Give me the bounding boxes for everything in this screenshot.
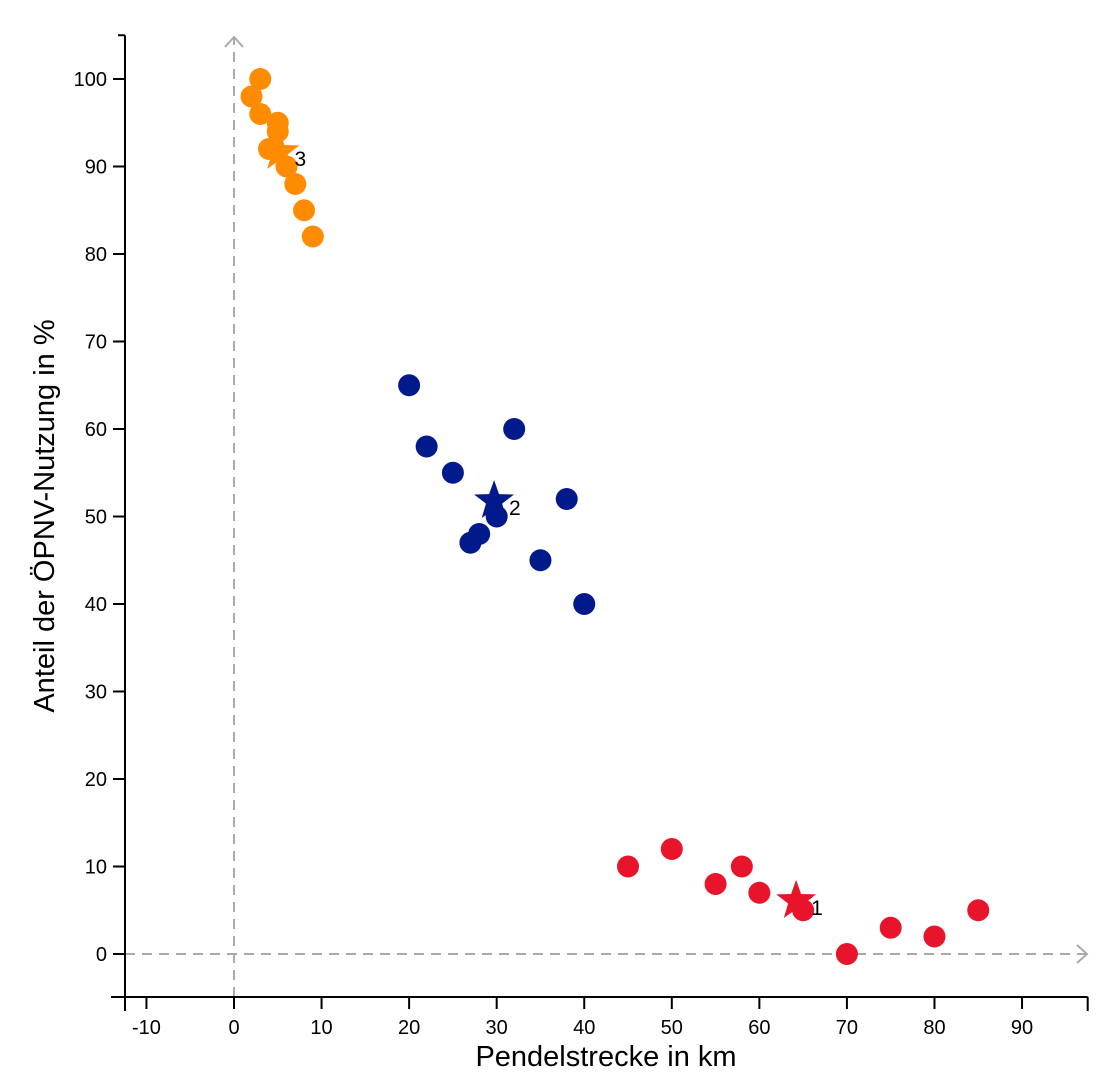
x-tick-label: 80: [923, 1017, 945, 1039]
data-point: [240, 85, 263, 108]
data-point: [459, 531, 482, 554]
data-point: [923, 925, 946, 948]
x-tick-label: 20: [398, 1017, 420, 1039]
data-point: [503, 418, 526, 440]
x-tick-label: 90: [1011, 1017, 1033, 1039]
data-point: [967, 899, 990, 922]
data-point: [617, 855, 640, 878]
data-point: [660, 838, 683, 860]
data-point: [748, 881, 771, 904]
axes: 0 10 20 30 40 50 60 70 80 90 100 -10 0 10 20 30 40 50 60 70…: [74, 34, 1089, 1039]
y-tick-label: 30: [85, 682, 107, 704]
x-tick-label: 60: [748, 1017, 770, 1039]
x-axis-title: Pendelstrecke in km: [475, 1041, 736, 1073]
centroid-star-icon: [259, 130, 300, 169]
centroid-label: 3: [295, 148, 307, 171]
y-tick-label: 70: [85, 332, 107, 354]
data-point: [573, 593, 596, 615]
x-tick-label: 30: [486, 1017, 508, 1039]
data-point: [398, 374, 421, 397]
y-tick-label: 40: [85, 594, 107, 616]
data-point: [441, 461, 464, 484]
data-point: [301, 225, 324, 248]
data-point: [879, 916, 902, 939]
centroids: 1 2 3: [259, 130, 823, 920]
x-tick-label: -10: [132, 1017, 161, 1039]
data-point: [266, 120, 289, 143]
data-point: [293, 199, 316, 222]
data-points: [240, 68, 990, 965]
x-tick-label: 40: [573, 1017, 595, 1039]
y-tick-label: 50: [85, 507, 107, 529]
data-point: [415, 435, 438, 458]
data-point: [835, 943, 858, 965]
centroid-star-icon: [776, 879, 817, 918]
horizontal-arrow-icon: [1076, 944, 1089, 964]
y-axis-title: Anteil der ÖPNV-Nutzung in %: [29, 319, 61, 712]
data-point: [249, 68, 272, 90]
x-tick-label: 0: [228, 1017, 239, 1039]
y-tick-label: 10: [85, 857, 107, 879]
centroid-label: 2: [509, 497, 521, 520]
data-point: [730, 855, 753, 878]
vertical-arrow-icon: [224, 35, 244, 48]
data-point: [555, 488, 578, 510]
data-point: [529, 549, 552, 572]
y-tick-label: 20: [85, 769, 107, 791]
data-point: [249, 103, 272, 125]
y-tick-label: 60: [85, 419, 107, 441]
x-tick-label: 70: [836, 1017, 858, 1039]
y-tick-label: 80: [85, 244, 107, 266]
data-point: [284, 173, 307, 195]
reference-lines: [125, 35, 1089, 997]
y-tick-label: 100: [74, 69, 107, 91]
y-tick-label: 90: [85, 157, 107, 179]
x-tick-label: 50: [661, 1017, 683, 1039]
data-point: [704, 873, 727, 895]
y-tick-label: 0: [96, 944, 107, 966]
centroid-label: 1: [811, 897, 823, 920]
centroid-star-icon: [474, 480, 514, 518]
x-tick-label: 10: [310, 1017, 332, 1039]
